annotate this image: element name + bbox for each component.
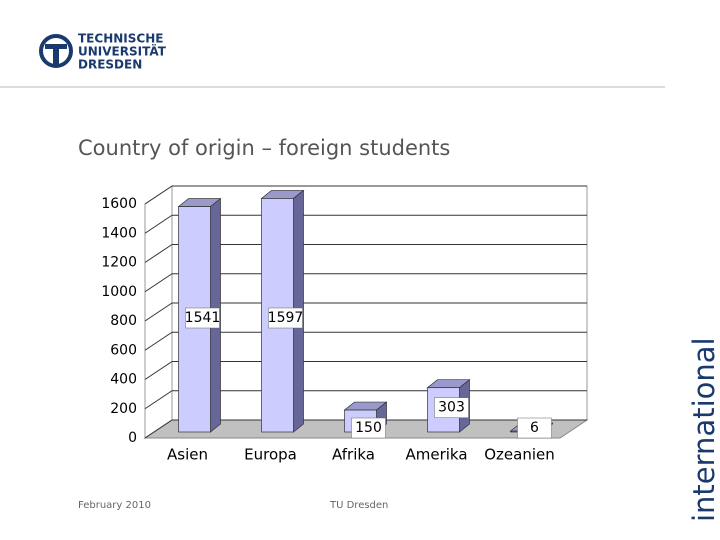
x-tick-label: Asien [167,446,208,464]
y-tick-label: 1400 [101,225,137,241]
y-tick-label: 0 [128,430,137,446]
y-tick-label: 1000 [101,284,137,300]
chart: 0 200 400 600 800 1000 1200 1400 1600 Asien 1541 Eu… [101,185,589,464]
grid-line [144,214,173,234]
footer-date: February 2010 [78,500,151,511]
data-label: 6 [530,420,539,436]
data-label: 1597 [268,310,304,326]
logo-text: UNIVERSITÄT [78,44,167,59]
logo-text: DRESDEN [78,58,142,72]
data-label-box [351,417,386,439]
grid-line [144,390,173,410]
x-tick-label: Amerika [405,446,467,464]
x-tick-label: Europa [244,446,297,464]
data-label: 150 [355,420,382,436]
footer-org: TU Dresden [329,500,388,511]
grid-line [144,244,173,263]
data-label-box [517,417,552,439]
data-label: 1541 [185,310,221,326]
y-tick-label: 1600 [101,196,137,212]
data-label-box [268,307,303,329]
logo: TECHNISCHE UNIVERSITÄT DRESDEN [39,32,167,72]
y-tick-label: 1200 [101,255,137,271]
logo-emblem-stem [53,44,59,64]
grid-line [144,185,173,205]
data-label-box [185,307,220,329]
grid-line [144,419,173,439]
grid-line [144,273,173,293]
y-tick-label: 200 [110,401,137,417]
y-tick-label: 600 [110,342,137,358]
x-tick-label: Afrika [332,446,375,464]
data-label-box [434,397,469,418]
grid-line [144,361,173,380]
y-tick-label: 400 [110,372,137,388]
y-tick-label: 800 [110,313,137,329]
x-tick-label: Ozeanien [484,446,555,464]
grid-line [144,331,173,351]
grid-line [144,302,173,322]
side-label: international [687,337,720,522]
logo-emblem [39,34,73,68]
logo-text: TECHNISCHE [78,32,163,46]
slide-title: Country of origin – foreign students [78,136,450,160]
data-label: 303 [438,400,465,416]
